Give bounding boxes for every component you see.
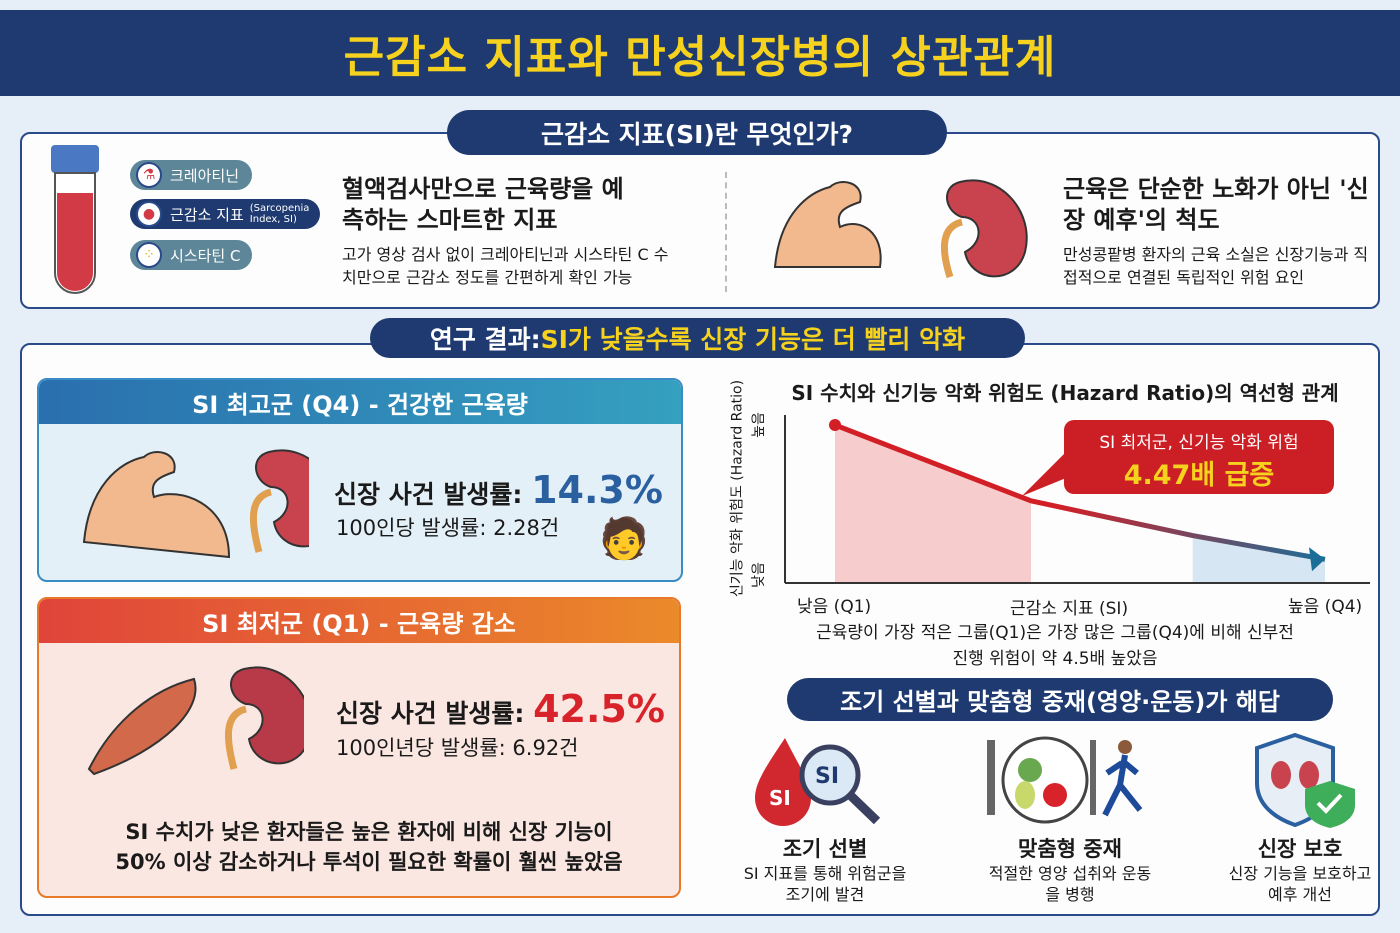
q1-stat-value: 42.5% (533, 687, 665, 731)
q4-stat: 신장 사건 발생률: 14.3% (334, 468, 663, 512)
right-heading: 근육은 단순한 노화가 아닌 '신장 예후'의 척도 (1063, 175, 1369, 234)
healthy-muscle-kidney-icon (82, 449, 309, 559)
action-desc: SI 지표를 통해 위험군을 조기에 발견 (743, 864, 907, 904)
action-title: 신장 보호 (1257, 837, 1343, 861)
highlight-region-1 (1192, 535, 1325, 583)
callout-pointer (1022, 452, 1066, 496)
section2-title-prefix: 연구 결과: (429, 325, 541, 354)
q4-rate: 100인당 발생률: 2.28건 (336, 516, 560, 540)
section1-title: 근감소 지표(SI)란 무엇인가? (447, 110, 947, 155)
chart-y-label: 신기능 악화 위험도 (Hazard Ratio) (729, 379, 746, 598)
action-early-screening: 조기 선별 SI 지표를 통해 위험군을 조기에 발견 (740, 833, 910, 905)
q4-card-header: SI 최고군 (Q4) - 건강한 근육량 (39, 380, 681, 424)
chart-title: SI 수치와 신기능 악화 위험도 (Hazard Ratio)의 역선형 관계 (791, 381, 1339, 405)
chip-cystatin-c: ⁘ 시스타틴 C (130, 240, 252, 270)
q1-stat: 신장 사건 발생률: 42.5% (336, 687, 665, 731)
svg-text:SI: SI (769, 786, 791, 810)
stat-label: 신장 사건 발생률: (334, 480, 532, 509)
action-desc: 적절한 영양 섭취와 운동을 병행 (988, 864, 1152, 904)
bottom-title: 조기 선별과 맞춤형 중재(영양·운동)가 해답 (787, 678, 1333, 721)
right-description: 만성콩팥병 환자의 근육 소실은 신장기능과 직접적으로 연결된 독립적인 위험… (1063, 245, 1369, 287)
flask-icon: ⚗ (136, 162, 162, 188)
q4-stat-value: 14.3% (531, 468, 663, 512)
q1-card-header: SI 최저군 (Q1) - 근육량 감소 (39, 599, 679, 643)
chip-label: 시스타틴 C (170, 246, 241, 265)
kidney-shield-icon (1255, 733, 1355, 828)
section2-title: 연구 결과: SI가 낮을수록 신장 기능은 더 빨리 악화 (370, 318, 1025, 358)
person-eating-icon: 🧑 (599, 516, 649, 562)
chip-creatinine: ⚗ 크레아티닌 (130, 160, 252, 190)
highlight-region-0 (835, 425, 1031, 583)
blood-tube-icon (51, 145, 99, 294)
q4-card: SI 최고군 (Q4) - 건강한 근육량 신장 사건 발생률: 14.3% 1… (37, 378, 683, 582)
section2-title-highlight: SI가 낮을수록 신장 기능은 더 빨리 악화 (540, 325, 966, 354)
reduced-muscle-kidney-icon (87, 666, 304, 776)
magnifier-si-icon: SI SI (755, 738, 881, 826)
arrow-head (1309, 547, 1325, 572)
left-description: 고가 영상 검사 없이 크레아티닌과 시스타틴 C 수치만으로 근감소 정도를 … (342, 245, 669, 287)
y-tick-low: 낮음 (750, 562, 767, 588)
y-tick-high: 높음 (750, 412, 767, 438)
chip-label: 근감소 지표 (170, 205, 244, 224)
molecule-icon: ⁘ (136, 242, 162, 268)
action-title: 조기 선별 (782, 837, 868, 861)
blood-drop-icon: ● (136, 201, 162, 227)
callout-value: 4.47배 급증 (1123, 460, 1275, 491)
header-banner: 근감소 지표와 만성신장병의 상관관계 (0, 10, 1400, 96)
chip-sublabel: (Sarcopenia Index, SI) (249, 203, 310, 225)
q1-card: SI 최저군 (Q1) - 근육량 감소 신장 사건 발생률: 42.5% 10… (37, 597, 681, 898)
plate-runner-icon (987, 736, 1143, 824)
divider (725, 172, 727, 292)
data-point-q1 (829, 419, 841, 431)
action-title: 맞춤형 중재 (1018, 837, 1122, 861)
risk-callout: SI 최저군, 신기능 악화 위험 4.47배 급증 (1064, 420, 1334, 494)
stat-label: 신장 사건 발생률: (336, 699, 534, 728)
hazard-ratio-chart (784, 415, 1370, 584)
x-tick-low: 낮음 (Q1) (797, 597, 872, 617)
chart-x-label: 근감소 지표 (SI) (1010, 599, 1129, 619)
x-tick-high: 높음 (Q4) (1288, 597, 1363, 617)
callout-text: SI 최저군, 신기능 악화 위험 (1099, 433, 1299, 453)
hazard-line (834, 422, 1326, 562)
chip-sarcopenia-index: ● 근감소 지표 (Sarcopenia Index, SI) (130, 199, 320, 229)
page-title: 근감소 지표와 만성신장병의 상관관계 (343, 32, 1057, 83)
q1-rate: 100인년당 발생률: 6.92건 (336, 736, 579, 760)
chip-label: 크레아티닌 (170, 166, 240, 185)
left-heading: 혈액검사만으로 근육량을 예측하는 스마트한 지표 (342, 175, 624, 234)
q1-note: SI 수치가 낮은 환자들은 높은 환자에 비해 신장 기능이 50% 이상 감… (115, 820, 623, 874)
svg-text:SI: SI (815, 764, 839, 789)
muscle-kidney-icon (773, 179, 1028, 279)
action-desc: 신장 기능을 보호하고 예후 개선 (1228, 864, 1372, 904)
chart-caption: 근육량이 가장 적은 그룹(Q1)은 가장 많은 그룹(Q4)에 비해 신부전 … (816, 623, 1294, 669)
